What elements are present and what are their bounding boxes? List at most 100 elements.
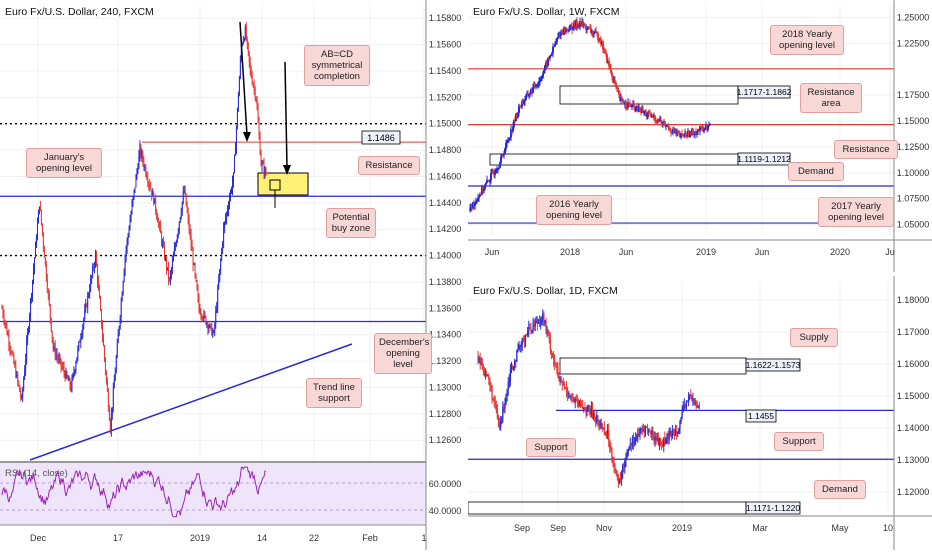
chart-1d[interactable]: 1.1622-1.1573 1.1455 1.1171-1.1220 1.180…: [467, 276, 932, 550]
candle-body: [81, 333, 83, 339]
candle-body: [565, 28, 567, 33]
candle-body: [74, 370, 76, 373]
candle-body: [149, 184, 151, 188]
y-tick-label: 1.22500: [897, 38, 930, 48]
candle-body: [522, 338, 525, 342]
candle-body: [589, 408, 591, 414]
candle-body: [542, 73, 544, 78]
candle-body: [558, 34, 560, 37]
candle-body: [499, 162, 501, 168]
panel-240[interactable]: 1.15800 1.15600 1.15400 1.15200 1.15000 1.148…: [0, 0, 466, 550]
x-tick-label: 2019: [696, 247, 716, 257]
x-tick-label: Dec: [30, 533, 47, 543]
candle-body: [700, 126, 702, 128]
candle-body: [638, 434, 640, 437]
candle-body: [561, 380, 563, 385]
candle-body: [13, 354, 15, 364]
candle-body: [544, 320, 546, 324]
candle-body: [144, 166, 146, 168]
candle-body: [154, 198, 156, 204]
y-tick-label: 1.12000: [897, 487, 930, 497]
candle-body: [75, 363, 77, 371]
candle-body: [535, 320, 537, 324]
candle-body: [689, 394, 691, 397]
candle-body: [606, 54, 608, 63]
candle-body: [480, 194, 482, 196]
candle-body: [204, 313, 206, 317]
candle-body: [236, 108, 238, 128]
candle-body: [97, 266, 98, 282]
candle-body: [49, 304, 51, 319]
candle-body: [696, 404, 698, 408]
candle-body: [631, 105, 633, 108]
candle-body: [669, 430, 671, 434]
candle-body: [167, 267, 168, 269]
candle-body: [11, 352, 13, 354]
candle-body: [665, 440, 667, 444]
candle-body: [210, 324, 212, 326]
candle-body: [109, 420, 111, 431]
candle-body: [592, 30, 594, 35]
candle-body: [494, 402, 496, 405]
candle-body: [673, 129, 675, 133]
candle-body: [687, 396, 690, 403]
candle-body: [699, 126, 701, 131]
candle-body: [557, 36, 559, 39]
candle-body: [183, 189, 185, 193]
panel-1d[interactable]: 1.1622-1.1573 1.1455 1.1171-1.1220 1.180…: [467, 276, 932, 550]
trend-line[interactable]: [29, 343, 353, 461]
candle-body: [48, 293, 50, 305]
candle-body: [29, 315, 31, 329]
candle-body: [655, 436, 657, 440]
chart-1w[interactable]: 1.1717-1.1862 1.1119-1.1212 1.25000 1.225…: [468, 0, 932, 272]
y-tick-label: 1.17000: [897, 327, 930, 337]
y-tick-label: 1.13800: [429, 277, 462, 287]
zone-label-demand-text: 1.1119-1.1212: [737, 154, 791, 164]
panel-1w[interactable]: 1.1717-1.1862 1.1119-1.1212 1.25000 1.225…: [468, 0, 932, 272]
candle-body: [697, 406, 699, 408]
candle-body: [501, 418, 503, 422]
candle-body: [666, 434, 668, 441]
candle-body: [517, 349, 519, 351]
candle-body: [593, 414, 596, 418]
candle-body: [45, 263, 47, 279]
candle-body: [129, 220, 131, 230]
candle-body: [587, 405, 589, 409]
callout-abcd: AB=CD symmetrical completion: [304, 45, 370, 86]
candle-body: [566, 391, 569, 396]
candle-body: [663, 438, 665, 447]
candle-body: [151, 189, 153, 196]
candle-body: [211, 325, 213, 336]
candle-body: [525, 334, 528, 336]
candle-body: [534, 323, 536, 327]
chart-240[interactable]: 1.15800 1.15600 1.15400 1.15200 1.15000 1.148…: [0, 0, 466, 550]
candle-body: [231, 189, 232, 192]
candle-body: [32, 280, 33, 296]
candle-body: [119, 316, 121, 327]
candle-body: [482, 369, 485, 372]
candle-body: [531, 330, 533, 332]
candle-body: [496, 169, 498, 173]
candle-body: [529, 93, 531, 95]
candle-body: [530, 328, 532, 331]
candle-body: [201, 315, 203, 319]
candle-body: [527, 331, 529, 335]
candle-body: [559, 377, 561, 379]
candle-body: [572, 397, 574, 399]
candle-body: [25, 358, 27, 371]
rsi-pane[interactable]: [0, 463, 426, 525]
candle-body: [707, 126, 709, 130]
callout-trendline: Trend line support: [306, 378, 362, 408]
candle-body: [589, 27, 591, 29]
candle-body: [615, 82, 617, 87]
y-tick-label: 1.16000: [897, 359, 930, 369]
candle-body: [260, 154, 262, 166]
y-tick-label: 1.15000: [897, 391, 930, 401]
candle-body: [498, 167, 500, 169]
candle-body: [479, 358, 481, 364]
candle-body: [28, 328, 30, 333]
candle-body: [169, 273, 171, 280]
candle-body: [633, 441, 636, 444]
candle-body: [259, 135, 261, 155]
candle-body: [63, 367, 65, 373]
